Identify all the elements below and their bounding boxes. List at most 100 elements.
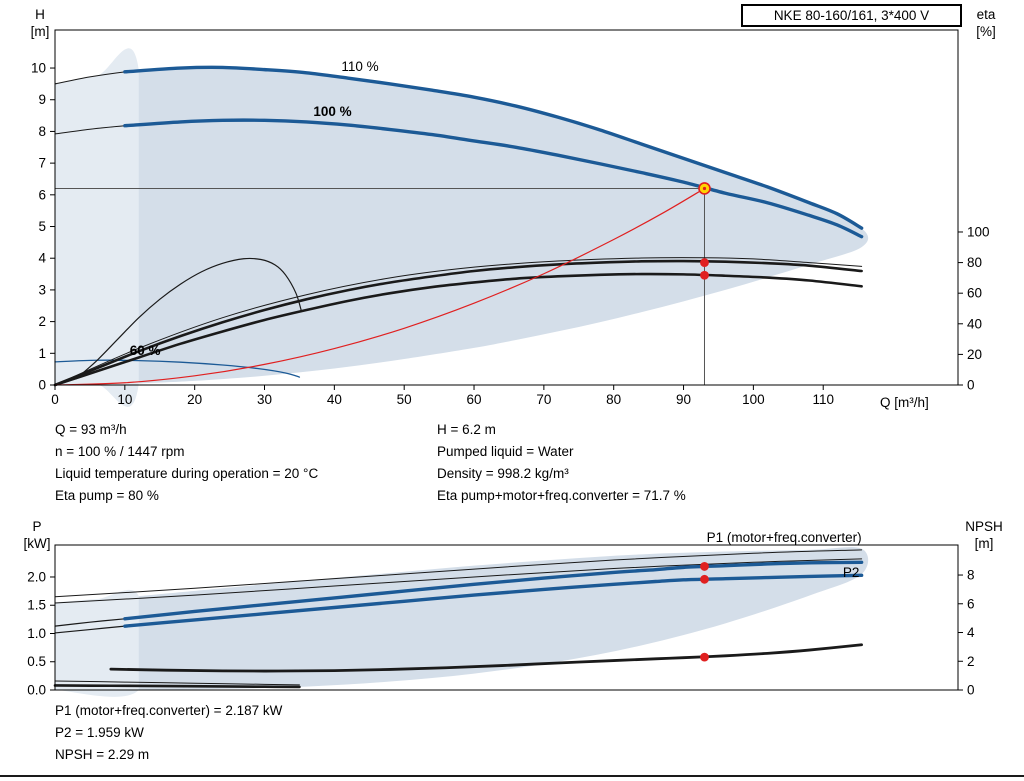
y-left-tick-label: 1.0: [27, 626, 46, 641]
eta-total: [53, 272, 863, 387]
y-left-tick-label: 7: [38, 156, 46, 171]
npsh-axis-label: NPSH [m]: [954, 518, 1014, 552]
curve-label: 100 %: [313, 104, 351, 119]
curve-label: 60 %: [130, 343, 161, 358]
x-tick-label: 50: [397, 392, 412, 407]
power-envelope: [138, 547, 869, 690]
y-left-tick-label: 8: [38, 124, 46, 139]
envelope-left-wedge: [55, 48, 145, 407]
npsh-axis-label-symbol: NPSH: [965, 519, 1003, 534]
eta-pump: [53, 259, 863, 387]
p-axis-label-symbol: P: [32, 519, 42, 534]
curve-110: [123, 65, 864, 230]
y-left-tick-label: 6: [38, 187, 46, 202]
x-tick-label: 80: [606, 392, 621, 407]
y-right-tick-label: 0: [967, 378, 975, 393]
p-min-speed-thick: [53, 684, 301, 689]
y-right-tick-label: 4: [967, 625, 975, 640]
h-axis-label-unit: [m]: [30, 24, 50, 39]
eta-axis-label-unit: [%]: [976, 24, 996, 39]
result-dot-marker: [700, 270, 709, 280]
info-line-speed: n = 100 % / 1447 rpm: [55, 444, 185, 459]
y-left-tick-label: 0.0: [27, 683, 46, 698]
y-left-tick-label: 1: [38, 346, 46, 361]
power-thin-upper: [54, 549, 863, 598]
info-line-temperature: Liquid temperature during operation = 20…: [55, 466, 319, 481]
hq-eta-chart-border: [54, 29, 959, 386]
y-right-tick-label: 40: [967, 316, 982, 331]
npsh-axis-label-unit: [m]: [974, 536, 994, 551]
y-left-tick-label: 2.0: [27, 569, 46, 584]
eta-thin: [54, 257, 863, 386]
y-left-tick-label: 0: [38, 378, 46, 393]
p-axis-label: P [kW]: [14, 518, 60, 552]
duty-info-right: H = 6.2 m Pumped liquid = Water Density …: [437, 419, 686, 507]
y-right-tick-label: 80: [967, 255, 982, 270]
p-axis-label-unit: [kW]: [23, 536, 51, 551]
x-tick-label: 20: [187, 392, 202, 407]
eta-curve-min-speed: [75, 257, 303, 380]
info-line-q: Q = 93 m³/h: [55, 422, 127, 437]
info-line-head: H = 6.2 m: [437, 422, 496, 437]
info-line-eta-pump: Eta pump = 80 %: [55, 488, 159, 503]
y-right-tick-label: 100: [967, 224, 990, 239]
bottom-divider: [0, 775, 1024, 777]
p1-left-thin: [54, 618, 126, 627]
info-line-p2: P2 = 1.959 kW: [55, 725, 144, 740]
x-tick-label: 30: [257, 392, 272, 407]
x-tick-label: 110: [812, 392, 834, 407]
q-axis-label: Q [m³/h]: [880, 395, 929, 410]
p-min-speed-thin: [54, 680, 300, 686]
result-dot-marker: [700, 258, 709, 267]
y-right-tick-label: 20: [967, 347, 982, 362]
y-left-tick-label: 3: [38, 282, 46, 297]
power-npsh-chart-border: [54, 544, 959, 691]
system-curve: [54, 187, 706, 386]
y-right-tick-label: 60: [967, 286, 982, 301]
y-right-tick-label: 8: [967, 568, 975, 583]
info-line-p1: P1 (motor+freq.converter) = 2.187 kW: [55, 703, 283, 718]
operating-envelope: [138, 67, 869, 384]
info-line-liquid: Pumped liquid = Water: [437, 444, 574, 459]
power-info: P1 (motor+freq.converter) = 2.187 kW P2 …: [55, 700, 282, 766]
x-tick-label: 70: [536, 392, 551, 407]
h-axis-label-symbol: H: [35, 7, 45, 22]
info-line-density: Density = 998.2 kg/m³: [437, 466, 569, 481]
duty-info-left: Q = 93 m³/h n = 100 % / 1447 rpm Liquid …: [55, 419, 318, 507]
y-left-tick-label: 10: [31, 61, 46, 76]
y-left-tick-label: 2: [38, 314, 46, 329]
x-tick-label: 40: [327, 392, 342, 407]
duty-point-center: [702, 186, 707, 191]
y-right-tick-label: 2: [967, 654, 975, 669]
x-tick-label: 100: [742, 392, 765, 407]
p2-curve: [123, 573, 864, 628]
y-left-tick-label: 9: [38, 92, 46, 107]
y-left-tick-label: 4: [38, 251, 46, 266]
result-dot-marker: [700, 652, 709, 662]
result-dot-marker: [700, 562, 709, 571]
eta-axis-label-symbol: eta: [976, 7, 996, 22]
pump-model-box: NKE 80-160/161, 3*400 V: [741, 4, 962, 27]
curve-label: 110 %: [341, 59, 378, 74]
y-left-tick-label: 5: [38, 219, 46, 234]
y-right-tick-label: 0: [967, 683, 975, 698]
p1-curve: [123, 560, 864, 621]
eta-axis-label: eta [%]: [962, 6, 1010, 40]
power-thin-lower: [54, 558, 863, 604]
result-dot-marker: [700, 574, 709, 584]
curve-label: P2: [843, 565, 860, 580]
curve-min-speed: [54, 359, 301, 378]
x-tick-label: 10: [117, 392, 132, 407]
curve-label: P1 (motor+freq.converter): [707, 530, 862, 545]
info-line-eta-total: Eta pump+motor+freq.converter = 71.7 %: [437, 488, 686, 503]
y-left-tick-label: 0.5: [27, 654, 46, 669]
h-axis-label: H [m]: [20, 6, 60, 40]
curve-100: [123, 118, 864, 239]
info-line-npsh: NPSH = 2.29 m: [55, 747, 150, 762]
x-tick-label: 0: [51, 392, 59, 407]
x-tick-label: 90: [676, 392, 691, 407]
y-right-tick-label: 6: [967, 596, 975, 611]
x-tick-label: 60: [467, 392, 482, 407]
